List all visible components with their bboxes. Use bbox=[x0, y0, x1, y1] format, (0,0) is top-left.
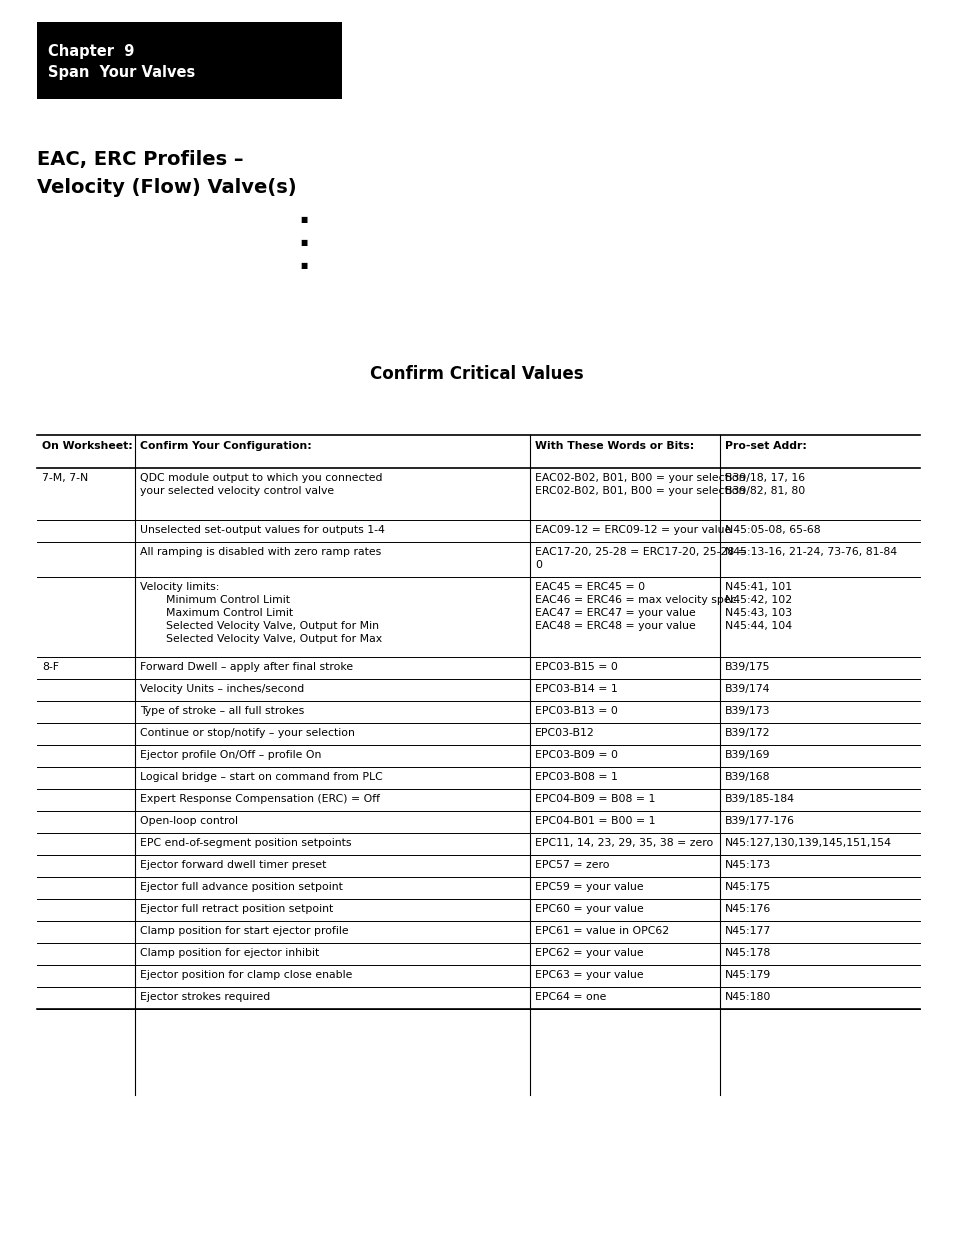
Text: N45:05-08, 65-68: N45:05-08, 65-68 bbox=[724, 525, 820, 535]
Text: EAC17-20, 25-28 = ERC17-20, 25-28 =: EAC17-20, 25-28 = ERC17-20, 25-28 = bbox=[535, 547, 746, 557]
Text: EPC04-B09 = B08 = 1: EPC04-B09 = B08 = 1 bbox=[535, 794, 655, 804]
Text: Velocity limits:: Velocity limits: bbox=[140, 582, 219, 592]
Text: your selected velocity control valve: your selected velocity control valve bbox=[140, 487, 334, 496]
Text: Open-loop control: Open-loop control bbox=[140, 816, 237, 826]
Text: Expert Response Compensation (ERC) = Off: Expert Response Compensation (ERC) = Off bbox=[140, 794, 379, 804]
Text: On Worksheet:: On Worksheet: bbox=[42, 441, 132, 451]
Text: Ejector strokes required: Ejector strokes required bbox=[140, 992, 270, 1002]
Text: EAC02-B02, B01, B00 = your selection: EAC02-B02, B01, B00 = your selection bbox=[535, 473, 744, 483]
Text: N45:44, 104: N45:44, 104 bbox=[724, 621, 791, 631]
Text: B39/174: B39/174 bbox=[724, 684, 770, 694]
Text: EPC03-B12: EPC03-B12 bbox=[535, 727, 594, 739]
Text: EPC03-B09 = 0: EPC03-B09 = 0 bbox=[535, 750, 618, 760]
Text: Clamp position for ejector inhibit: Clamp position for ejector inhibit bbox=[140, 948, 319, 958]
Text: Logical bridge – start on command from PLC: Logical bridge – start on command from P… bbox=[140, 772, 382, 782]
Text: Confirm Your Configuration:: Confirm Your Configuration: bbox=[140, 441, 312, 451]
Text: EAC46 = ERC46 = max velocity spec.: EAC46 = ERC46 = max velocity spec. bbox=[535, 595, 740, 605]
Text: EPC03-B13 = 0: EPC03-B13 = 0 bbox=[535, 706, 618, 716]
Text: Ejector forward dwell timer preset: Ejector forward dwell timer preset bbox=[140, 860, 326, 869]
Text: EPC64 = one: EPC64 = one bbox=[535, 992, 606, 1002]
Text: EPC03-B15 = 0: EPC03-B15 = 0 bbox=[535, 662, 618, 672]
Text: EPC end-of-segment position setpoints: EPC end-of-segment position setpoints bbox=[140, 839, 351, 848]
Text: N45:41, 101: N45:41, 101 bbox=[724, 582, 791, 592]
Text: Span  Your Valves: Span Your Valves bbox=[48, 65, 195, 80]
Text: Confirm Critical Values: Confirm Critical Values bbox=[370, 366, 583, 383]
Text: N45:13-16, 21-24, 73-76, 81-84: N45:13-16, 21-24, 73-76, 81-84 bbox=[724, 547, 896, 557]
Text: EAC09-12 = ERC09-12 = your value: EAC09-12 = ERC09-12 = your value bbox=[535, 525, 731, 535]
Text: EPC59 = your value: EPC59 = your value bbox=[535, 882, 643, 892]
Text: N45:177: N45:177 bbox=[724, 926, 770, 936]
Text: Continue or stop/notify – your selection: Continue or stop/notify – your selection bbox=[140, 727, 355, 739]
Text: Pro-set Addr:: Pro-set Addr: bbox=[724, 441, 806, 451]
Text: Ejector full advance position setpoint: Ejector full advance position setpoint bbox=[140, 882, 342, 892]
Text: Selected Velocity Valve, Output for Max: Selected Velocity Valve, Output for Max bbox=[152, 634, 382, 643]
Text: Unselected set-output values for outputs 1-4: Unselected set-output values for outputs… bbox=[140, 525, 384, 535]
Text: B39/82, 81, 80: B39/82, 81, 80 bbox=[724, 487, 804, 496]
Text: EPC03-B14 = 1: EPC03-B14 = 1 bbox=[535, 684, 618, 694]
Text: ■: ■ bbox=[299, 261, 307, 270]
Text: B39/177-176: B39/177-176 bbox=[724, 816, 794, 826]
Text: EPC60 = your value: EPC60 = your value bbox=[535, 904, 643, 914]
Text: N45:179: N45:179 bbox=[724, 969, 770, 981]
Text: B39/18, 17, 16: B39/18, 17, 16 bbox=[724, 473, 804, 483]
Text: Selected Velocity Valve, Output for Min: Selected Velocity Valve, Output for Min bbox=[152, 621, 378, 631]
Text: B39/168: B39/168 bbox=[724, 772, 770, 782]
Text: Clamp position for start ejector profile: Clamp position for start ejector profile bbox=[140, 926, 348, 936]
Text: B39/185-184: B39/185-184 bbox=[724, 794, 794, 804]
Text: 7-M, 7-N: 7-M, 7-N bbox=[42, 473, 89, 483]
Text: N45:43, 103: N45:43, 103 bbox=[724, 608, 791, 618]
Text: Maximum Control Limit: Maximum Control Limit bbox=[152, 608, 293, 618]
Text: Velocity (Flow) Valve(s): Velocity (Flow) Valve(s) bbox=[37, 178, 296, 198]
Text: EPC03-B08 = 1: EPC03-B08 = 1 bbox=[535, 772, 618, 782]
Text: EPC63 = your value: EPC63 = your value bbox=[535, 969, 643, 981]
Text: Ejector profile On/Off – profile On: Ejector profile On/Off – profile On bbox=[140, 750, 321, 760]
Text: N45:180: N45:180 bbox=[724, 992, 771, 1002]
Text: 8-F: 8-F bbox=[42, 662, 59, 672]
Text: Ejector position for clamp close enable: Ejector position for clamp close enable bbox=[140, 969, 352, 981]
Text: N45:42, 102: N45:42, 102 bbox=[724, 595, 791, 605]
Text: N45:178: N45:178 bbox=[724, 948, 770, 958]
Text: ERC02-B02, B01, B00 = your selection: ERC02-B02, B01, B00 = your selection bbox=[535, 487, 744, 496]
Text: EAC47 = ERC47 = your value: EAC47 = ERC47 = your value bbox=[535, 608, 695, 618]
Text: EAC48 = ERC48 = your value: EAC48 = ERC48 = your value bbox=[535, 621, 695, 631]
Text: Ejector full retract position setpoint: Ejector full retract position setpoint bbox=[140, 904, 333, 914]
Text: B39/169: B39/169 bbox=[724, 750, 770, 760]
Text: N45:176: N45:176 bbox=[724, 904, 770, 914]
Text: With These Words or Bits:: With These Words or Bits: bbox=[535, 441, 694, 451]
Text: B39/175: B39/175 bbox=[724, 662, 770, 672]
Text: EPC11, 14, 23, 29, 35, 38 = zero: EPC11, 14, 23, 29, 35, 38 = zero bbox=[535, 839, 713, 848]
Text: N45:127,130,139,145,151,154: N45:127,130,139,145,151,154 bbox=[724, 839, 891, 848]
Text: EPC61 = value in OPC62: EPC61 = value in OPC62 bbox=[535, 926, 668, 936]
Text: Minimum Control Limit: Minimum Control Limit bbox=[152, 595, 290, 605]
Text: N45:173: N45:173 bbox=[724, 860, 770, 869]
Bar bbox=[37, 22, 341, 99]
Text: ■: ■ bbox=[299, 238, 307, 247]
Text: N45:175: N45:175 bbox=[724, 882, 770, 892]
Text: ■: ■ bbox=[299, 215, 307, 224]
Text: EPC62 = your value: EPC62 = your value bbox=[535, 948, 643, 958]
Text: Velocity Units – inches/second: Velocity Units – inches/second bbox=[140, 684, 304, 694]
Text: All ramping is disabled with zero ramp rates: All ramping is disabled with zero ramp r… bbox=[140, 547, 381, 557]
Text: B39/172: B39/172 bbox=[724, 727, 770, 739]
Text: 0: 0 bbox=[535, 559, 541, 571]
Text: Type of stroke – all full strokes: Type of stroke – all full strokes bbox=[140, 706, 304, 716]
Text: EAC, ERC Profiles –: EAC, ERC Profiles – bbox=[37, 149, 243, 169]
Text: QDC module output to which you connected: QDC module output to which you connected bbox=[140, 473, 382, 483]
Text: EPC04-B01 = B00 = 1: EPC04-B01 = B00 = 1 bbox=[535, 816, 655, 826]
Text: EAC45 = ERC45 = 0: EAC45 = ERC45 = 0 bbox=[535, 582, 644, 592]
Text: B39/173: B39/173 bbox=[724, 706, 770, 716]
Text: EPC57 = zero: EPC57 = zero bbox=[535, 860, 609, 869]
Text: Forward Dwell – apply after final stroke: Forward Dwell – apply after final stroke bbox=[140, 662, 353, 672]
Text: Chapter  9: Chapter 9 bbox=[48, 44, 134, 59]
